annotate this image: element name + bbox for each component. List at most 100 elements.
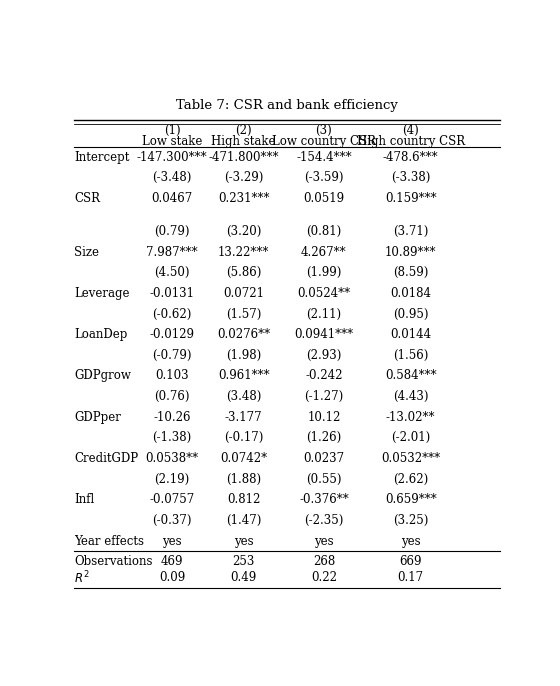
Text: (5.86): (5.86) xyxy=(226,266,262,279)
Text: GDPper: GDPper xyxy=(74,411,121,424)
Text: (3.48): (3.48) xyxy=(226,390,262,403)
Text: -0.242: -0.242 xyxy=(305,369,343,382)
Text: (3.25): (3.25) xyxy=(393,514,428,527)
Text: -3.177: -3.177 xyxy=(225,411,263,424)
Text: 0.584***: 0.584*** xyxy=(385,369,436,382)
Text: 0.103: 0.103 xyxy=(155,369,189,382)
Text: (2.19): (2.19) xyxy=(155,473,190,486)
Text: Infl: Infl xyxy=(74,493,95,506)
Text: -147.300***: -147.300*** xyxy=(137,151,207,163)
Text: Intercept: Intercept xyxy=(74,151,130,163)
Text: yes: yes xyxy=(314,534,334,547)
Text: (1.47): (1.47) xyxy=(226,514,262,527)
Text: 0.0237: 0.0237 xyxy=(304,452,344,465)
Text: (2.93): (2.93) xyxy=(306,348,342,362)
Text: (0.76): (0.76) xyxy=(154,390,190,403)
Text: (0.95): (0.95) xyxy=(393,307,428,320)
Text: yes: yes xyxy=(401,534,421,547)
Text: 0.22: 0.22 xyxy=(311,571,337,584)
Text: 0.09: 0.09 xyxy=(159,571,185,584)
Text: 13.22***: 13.22*** xyxy=(218,246,269,259)
Text: 0.231***: 0.231*** xyxy=(218,192,269,205)
Text: -0.376**: -0.376** xyxy=(299,493,349,506)
Text: Low country CSR: Low country CSR xyxy=(272,135,376,148)
Text: 0.0742*: 0.0742* xyxy=(220,452,267,465)
Text: 0.0184: 0.0184 xyxy=(390,287,431,300)
Text: (4): (4) xyxy=(402,123,419,137)
Text: (2.11): (2.11) xyxy=(306,307,342,320)
Text: (0.79): (0.79) xyxy=(154,225,190,238)
Text: CSR: CSR xyxy=(74,192,100,205)
Text: 0.812: 0.812 xyxy=(227,493,260,506)
Text: (1.99): (1.99) xyxy=(306,266,342,279)
Text: (0.81): (0.81) xyxy=(306,225,342,238)
Text: (1.56): (1.56) xyxy=(393,348,428,362)
Text: (-0.62): (-0.62) xyxy=(152,307,192,320)
Text: 253: 253 xyxy=(232,556,255,568)
Text: (-2.01): (-2.01) xyxy=(391,431,430,445)
Text: (1.98): (1.98) xyxy=(226,348,261,362)
Text: yes: yes xyxy=(162,534,182,547)
Text: $R^2$: $R^2$ xyxy=(74,569,90,587)
Text: High country CSR: High country CSR xyxy=(357,135,465,148)
Text: (-0.37): (-0.37) xyxy=(152,514,192,527)
Text: (-1.38): (-1.38) xyxy=(152,431,192,445)
Text: (1.26): (1.26) xyxy=(306,431,342,445)
Text: -478.6***: -478.6*** xyxy=(383,151,438,163)
Text: Observations: Observations xyxy=(74,556,153,568)
Text: Year effects: Year effects xyxy=(74,534,144,547)
Text: (-3.48): (-3.48) xyxy=(152,172,192,185)
Text: -13.02**: -13.02** xyxy=(386,411,436,424)
Text: LoanDep: LoanDep xyxy=(74,328,128,341)
Text: (-3.59): (-3.59) xyxy=(304,172,344,185)
Text: (2): (2) xyxy=(235,123,252,137)
Text: 0.159***: 0.159*** xyxy=(385,192,436,205)
Text: -0.0757: -0.0757 xyxy=(150,493,195,506)
Text: (1.57): (1.57) xyxy=(226,307,262,320)
Text: 0.961***: 0.961*** xyxy=(218,369,269,382)
Text: 10.89***: 10.89*** xyxy=(385,246,436,259)
Text: (-3.38): (-3.38) xyxy=(391,172,431,185)
Text: CreditGDP: CreditGDP xyxy=(74,452,138,465)
Text: (8.59): (8.59) xyxy=(393,266,428,279)
Text: GDPgrow: GDPgrow xyxy=(74,369,131,382)
Text: 10.12: 10.12 xyxy=(307,411,340,424)
Text: (1): (1) xyxy=(164,123,180,137)
Text: 0.49: 0.49 xyxy=(231,571,256,584)
Text: -0.0129: -0.0129 xyxy=(150,328,194,341)
Text: 7.987***: 7.987*** xyxy=(146,246,198,259)
Text: (2.62): (2.62) xyxy=(393,473,428,486)
Text: (-1.27): (-1.27) xyxy=(304,390,343,403)
Text: (-2.35): (-2.35) xyxy=(304,514,344,527)
Text: 0.0519: 0.0519 xyxy=(304,192,344,205)
Text: 469: 469 xyxy=(161,556,183,568)
Text: (-0.79): (-0.79) xyxy=(152,348,192,362)
Text: High stake: High stake xyxy=(211,135,276,148)
Text: (1.88): (1.88) xyxy=(226,473,261,486)
Text: Leverage: Leverage xyxy=(74,287,130,300)
Text: (-3.29): (-3.29) xyxy=(224,172,263,185)
Text: (3): (3) xyxy=(315,123,332,137)
Text: -471.800***: -471.800*** xyxy=(208,151,279,163)
Text: (3.20): (3.20) xyxy=(226,225,262,238)
Text: 0.0941***: 0.0941*** xyxy=(295,328,353,341)
Text: Low stake: Low stake xyxy=(142,135,202,148)
Text: 0.0538**: 0.0538** xyxy=(146,452,199,465)
Text: (4.50): (4.50) xyxy=(154,266,190,279)
Text: (3.71): (3.71) xyxy=(393,225,428,238)
Text: 268: 268 xyxy=(313,556,335,568)
Text: 0.0532***: 0.0532*** xyxy=(381,452,440,465)
Text: -154.4***: -154.4*** xyxy=(296,151,352,163)
Text: (0.55): (0.55) xyxy=(306,473,342,486)
Text: 0.0276**: 0.0276** xyxy=(217,328,270,341)
Text: 0.659***: 0.659*** xyxy=(385,493,437,506)
Text: -10.26: -10.26 xyxy=(153,411,191,424)
Text: 0.0524**: 0.0524** xyxy=(297,287,351,300)
Text: 0.0721: 0.0721 xyxy=(223,287,264,300)
Text: Table 7: CSR and bank efficiency: Table 7: CSR and bank efficiency xyxy=(176,99,398,113)
Text: (4.43): (4.43) xyxy=(393,390,428,403)
Text: Size: Size xyxy=(74,246,99,259)
Text: -0.0131: -0.0131 xyxy=(150,287,194,300)
Text: 0.17: 0.17 xyxy=(398,571,424,584)
Text: 4.267**: 4.267** xyxy=(301,246,347,259)
